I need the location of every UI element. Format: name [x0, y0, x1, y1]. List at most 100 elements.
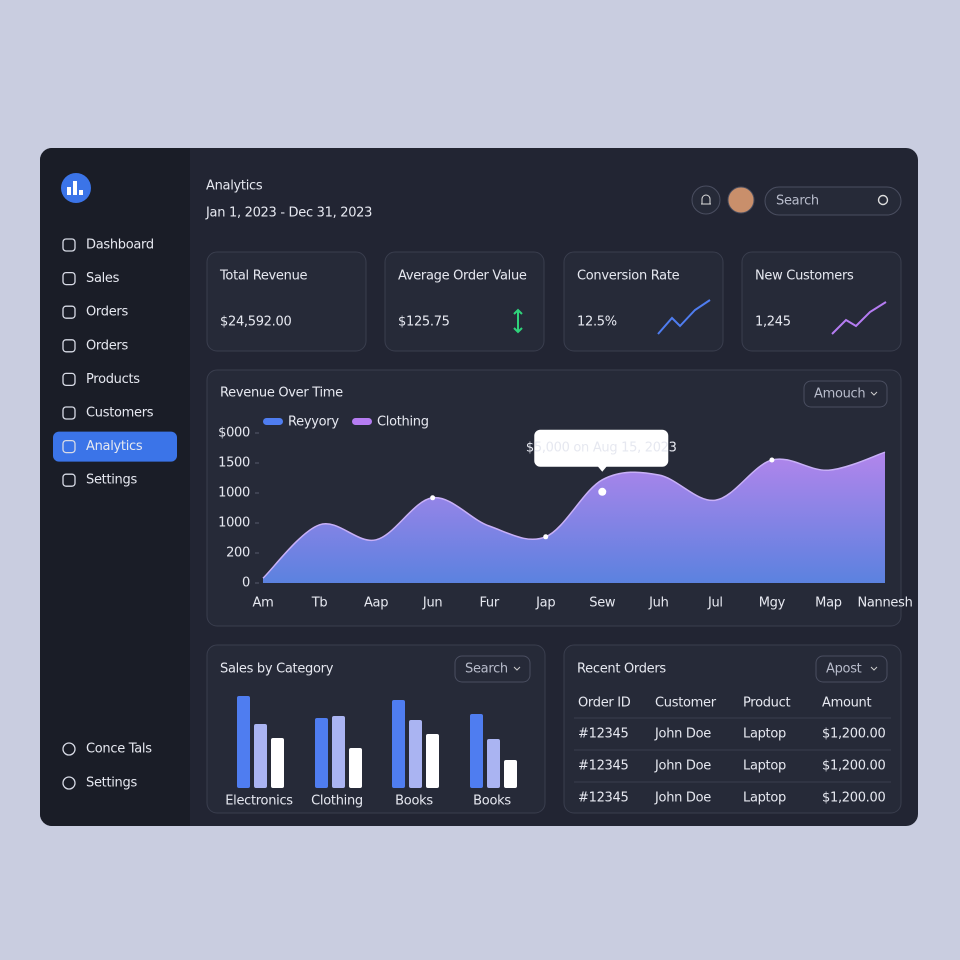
dropdown-label[interactable]: Amouch	[814, 387, 866, 402]
x-tick-label: Clothing	[311, 794, 363, 809]
nav-item[interactable]: Settings	[86, 473, 138, 488]
dropdown[interactable]	[803, 380, 888, 408]
notification-button[interactable]	[691, 185, 721, 215]
logo-icon	[67, 181, 83, 195]
table-cell: John Doe	[654, 759, 711, 774]
nav-item[interactable]: Analytics	[86, 439, 143, 454]
x-tick-label: Fur	[479, 596, 499, 611]
x-tick-label: Map	[815, 596, 842, 611]
panel	[206, 644, 546, 814]
table-cell: Laptop	[743, 727, 786, 742]
chevron	[870, 666, 878, 671]
column-header: Amount	[822, 696, 871, 711]
search-box[interactable]	[764, 186, 902, 216]
column-header: Customer	[655, 696, 717, 711]
avatar[interactable]	[727, 186, 755, 214]
chart-title: Revenue Over Time	[220, 386, 343, 401]
table-cell: $1,200.00	[822, 791, 885, 806]
table-cell: Laptop	[743, 759, 786, 774]
dropdown[interactable]	[454, 655, 531, 683]
nav-icon	[62, 742, 76, 756]
nav-item[interactable]: Orders	[86, 305, 129, 320]
nav-icon	[62, 372, 76, 387]
bar	[392, 700, 405, 788]
bar	[487, 739, 500, 788]
nav-icon	[62, 776, 76, 790]
nav-item[interactable]: Customers	[86, 406, 154, 421]
x-tick-label: Sew	[589, 596, 616, 611]
dropdown-label[interactable]: Search	[465, 662, 508, 677]
y-tick-label: 1000	[218, 486, 250, 501]
y-tick-label: $000	[218, 426, 250, 441]
y-tick-label: 0	[242, 576, 250, 591]
search-placeholder[interactable]: Search	[776, 194, 819, 209]
table-cell: #12345	[578, 791, 628, 806]
y-tick-label: 1000	[218, 516, 250, 531]
nav-icon	[62, 406, 76, 420]
panel	[563, 251, 724, 352]
tooltip	[534, 429, 669, 467]
x-tick-label: Jap	[535, 596, 555, 611]
x-tick-label: Aap	[364, 596, 388, 611]
bar	[254, 724, 267, 788]
highlight-point	[598, 487, 607, 496]
point	[543, 534, 549, 540]
nav-item[interactable]: Products	[86, 372, 141, 387]
chevron	[870, 391, 878, 396]
x-tick-label: Nannesh	[857, 596, 912, 611]
nav-icon	[62, 305, 76, 319]
page-title: Analytics	[206, 179, 263, 194]
nav-item[interactable]: Orders	[86, 338, 129, 353]
sparkline	[831, 301, 887, 335]
table-cell: $1,200.00	[822, 727, 885, 742]
dropdown-label[interactable]: Apost	[826, 662, 862, 677]
bar	[470, 714, 483, 788]
table-cell: John Doe	[654, 791, 711, 806]
y-tick-label: 1500	[218, 456, 250, 471]
table-cell: John Doe	[654, 727, 711, 742]
nav-icon	[62, 339, 76, 353]
x-tick-label: Am	[253, 596, 274, 611]
kpi-value: 1,245	[755, 315, 791, 330]
bar	[315, 718, 328, 788]
kpi-label: Conversion Rate	[577, 269, 680, 284]
nav-item[interactable]: Settings	[86, 776, 138, 791]
tooltip-text: $5,000 on Aug 15, 2023	[526, 440, 677, 455]
trend-icon	[513, 308, 523, 334]
panel	[384, 251, 545, 352]
kpi-label: Total Revenue	[219, 269, 308, 284]
sparkline	[657, 299, 711, 335]
y-tick-label: 200	[226, 546, 250, 561]
nav-item[interactable]: Conce Tals	[86, 742, 153, 757]
x-tick-label: Electronics	[225, 794, 293, 809]
nav-active	[53, 431, 177, 462]
nav-icon	[62, 238, 76, 252]
x-tick-label: Books	[395, 794, 433, 809]
revenue-area	[263, 452, 885, 583]
table-cell: $1,200.00	[822, 759, 885, 774]
table-cell: #12345	[578, 727, 628, 742]
bar	[426, 734, 439, 788]
nav-icon	[62, 439, 76, 454]
bar	[349, 748, 362, 788]
table-cell: Laptop	[743, 791, 786, 806]
panel	[563, 644, 902, 814]
x-tick-label: Jul	[707, 596, 723, 611]
nav-icon	[62, 271, 76, 286]
panel	[741, 251, 902, 352]
chart-title: Sales by Category	[220, 662, 334, 677]
dropdown[interactable]	[815, 655, 888, 683]
column-header: Order ID	[578, 696, 631, 711]
nav-item[interactable]: Sales	[86, 271, 120, 286]
kpi-label: Average Order Value	[398, 269, 527, 284]
legend-label: Clothing	[377, 415, 429, 430]
panel	[206, 251, 367, 352]
x-tick-label: Mgy	[759, 596, 786, 611]
x-tick-label: Books	[473, 794, 511, 809]
table-title: Recent Orders	[577, 662, 666, 677]
point	[769, 457, 775, 463]
chevron	[513, 666, 521, 671]
nav-item[interactable]: Dashboard	[86, 238, 154, 253]
bar	[332, 716, 345, 788]
